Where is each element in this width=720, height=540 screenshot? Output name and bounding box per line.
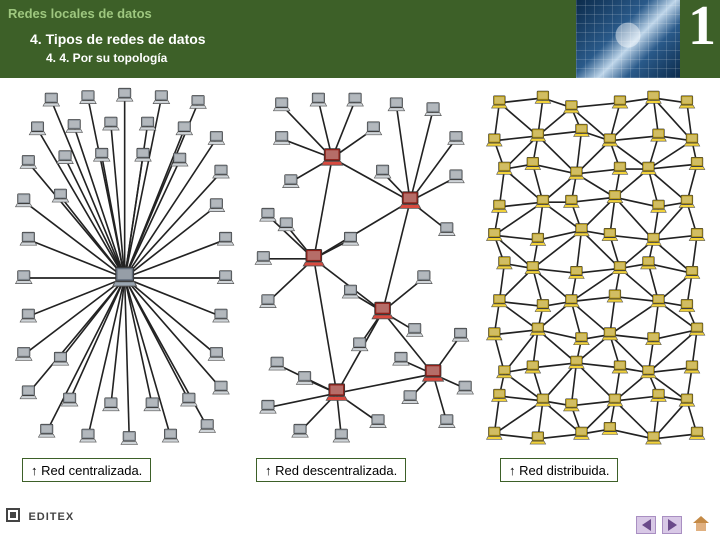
diagram-distributed: [481, 86, 710, 446]
diagram-decentralized: [245, 86, 474, 446]
publisher-logo: EDITEX: [6, 506, 86, 534]
prev-button[interactable]: [636, 516, 656, 534]
chevron-right-icon: [668, 519, 677, 531]
up-arrow-icon: ↑: [265, 463, 272, 478]
caption-distributed: ↑ Red distribuida.: [500, 458, 618, 482]
caption-text: Red descentralizada.: [275, 463, 397, 478]
up-arrow-icon: ↑: [509, 463, 516, 478]
slide-header: Redes locales de datos 4. Tipos de redes…: [0, 0, 720, 78]
slide-nav: [636, 516, 710, 534]
header-decorative-image: [576, 0, 680, 78]
logo-text: EDITEX: [28, 511, 74, 523]
home-button[interactable]: [692, 516, 710, 534]
chapter-number: 1: [688, 0, 716, 58]
chevron-left-icon: [642, 519, 651, 531]
caption-text: Red centralizada.: [41, 463, 142, 478]
caption-row: ↑ Red centralizada. ↑ Red descentralizad…: [0, 458, 720, 488]
diagram-centralized: [10, 86, 239, 446]
diagram-row: [10, 86, 710, 446]
up-arrow-icon: ↑: [31, 463, 38, 478]
caption-decentralized: ↑ Red descentralizada.: [256, 458, 406, 482]
next-button[interactable]: [662, 516, 682, 534]
home-icon: [693, 516, 709, 523]
caption-centralized: ↑ Red centralizada.: [22, 458, 151, 482]
logo-icon: [6, 508, 20, 522]
caption-text: Red distribuida.: [519, 463, 609, 478]
